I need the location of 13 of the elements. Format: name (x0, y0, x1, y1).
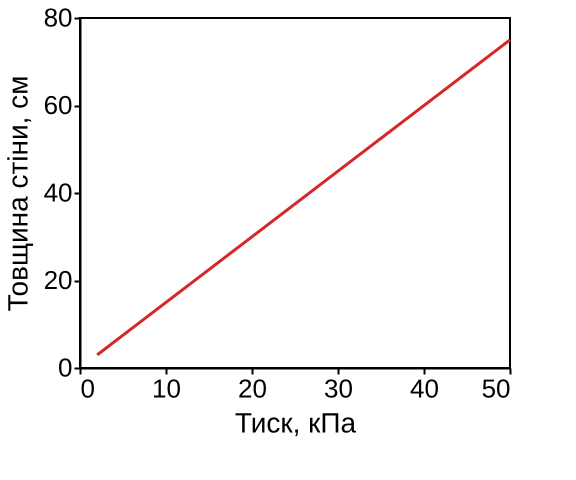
x-tick-label: 40 (410, 374, 439, 404)
y-tick-label: 20 (44, 265, 72, 295)
x-tick-label: 20 (238, 374, 267, 404)
y-tick-label: 80 (44, 2, 72, 32)
y-tick-label: 0 (58, 352, 72, 382)
y-axis-title: Товщина стіни, см (2, 76, 34, 312)
x-axis-title: Тиск, кПа (234, 408, 357, 438)
x-tick-label: 30 (324, 374, 353, 404)
y-tick-label: 60 (44, 90, 72, 120)
x-tick-label: 0 (80, 374, 95, 404)
x-tick-label: 50 (482, 374, 510, 404)
y-tick-label: 40 (44, 178, 72, 208)
x-tick-label: 10 (152, 374, 181, 404)
